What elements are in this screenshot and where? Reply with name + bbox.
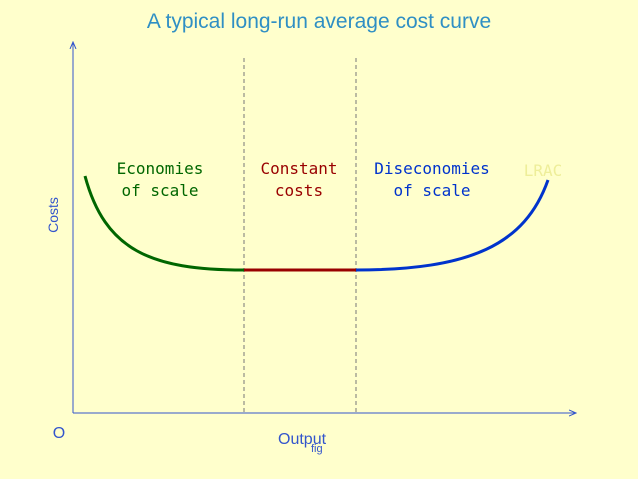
region-label: costs [275, 181, 323, 200]
origin-label: O [53, 425, 65, 442]
y-axis-label: Costs [45, 197, 61, 233]
caption: fig [311, 443, 323, 455]
region-label: of scale [393, 181, 470, 200]
title: A typical long-run average cost curve [147, 10, 491, 33]
curve-label: LRAC [524, 161, 563, 180]
region-label: Constant [260, 159, 337, 178]
curve-diseconomies [355, 179, 550, 272]
region-label: Diseconomies [374, 159, 490, 178]
curve-economies [83, 175, 245, 272]
region-label: Economies [117, 159, 204, 178]
region-label: of scale [121, 181, 198, 200]
x-axis-label: Output [278, 431, 327, 448]
